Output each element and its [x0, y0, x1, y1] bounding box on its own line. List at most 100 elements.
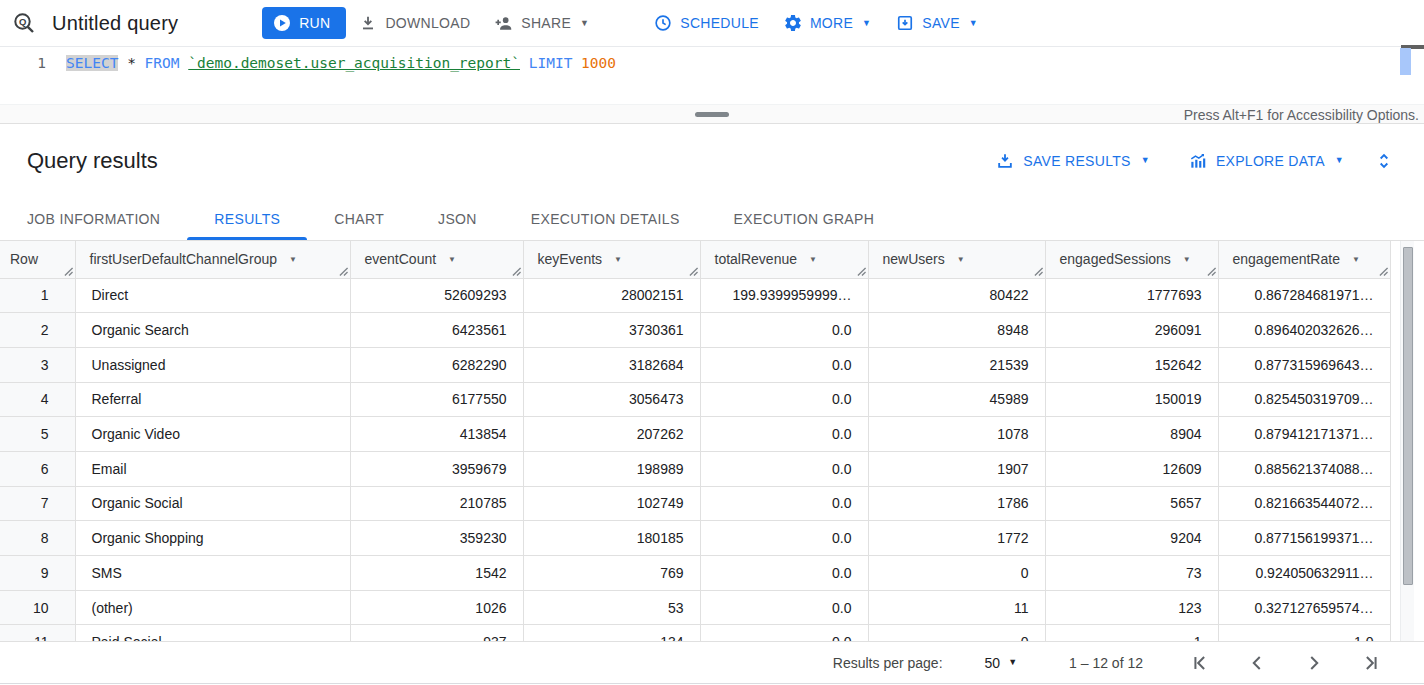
table-row: 10 (other) 1026 53 0.0 11 123 0.32712765…	[0, 590, 1390, 625]
save-results-button[interactable]: SAVE RESULTS ▼	[983, 143, 1162, 179]
sql-star: *	[127, 55, 136, 71]
tab-chart[interactable]: CHART	[307, 197, 411, 240]
column-header-engagedSessions[interactable]: engagedSessions▼	[1045, 241, 1218, 278]
save-button-label: SAVE	[922, 15, 960, 31]
row-number-cell: 3	[0, 347, 75, 382]
table-row: 9 SMS 1542 769 0.0 0 73 0.924050632911…	[0, 556, 1390, 591]
sql-editor[interactable]: 1 SELECT * FROM `demo.demoset.user_acqui…	[0, 47, 1424, 104]
column-header-eventCount[interactable]: eventCount▼	[350, 241, 523, 278]
key-events-cell: 3182684	[523, 347, 700, 382]
column-sort-icon[interactable]: ▼	[957, 255, 965, 264]
table-row: 11 Paid Social 937 134 0.0 0 1 1.0	[0, 625, 1390, 641]
column-resize-handle-icon[interactable]	[512, 267, 521, 276]
channel-group-cell: Organic Shopping	[75, 521, 350, 556]
engaged-sessions-cell: 9204	[1045, 521, 1218, 556]
row-number-cell: 1	[0, 278, 75, 313]
last-page-button[interactable]	[1358, 650, 1384, 676]
column-sort-icon[interactable]: ▼	[1352, 255, 1360, 264]
table-scrollbar-thumb[interactable]	[1403, 247, 1413, 585]
first-page-icon	[1189, 652, 1211, 674]
table-vertical-scrollbar[interactable]	[1400, 241, 1414, 641]
total-revenue-cell: 0.0	[700, 451, 868, 486]
more-button[interactable]: MORE ▼	[771, 5, 883, 41]
column-header-totalRevenue[interactable]: totalRevenue▼	[700, 241, 868, 278]
column-resize-handle-icon[interactable]	[64, 267, 73, 276]
column-header-firstUserDefaultChannelGroup[interactable]: firstUserDefaultChannelGroup▼	[75, 241, 350, 278]
query-title[interactable]: Untitled query	[52, 12, 178, 35]
pagination-controls	[1187, 650, 1384, 676]
column-resize-handle-icon[interactable]	[1207, 267, 1216, 276]
event-count-cell: 1026	[350, 590, 523, 625]
new-users-cell: 0	[868, 625, 1045, 641]
tab-execution-details[interactable]: EXECUTION DETAILS	[504, 197, 707, 240]
share-button[interactable]: SHARE ▼	[482, 5, 601, 41]
total-revenue-cell: 0.0	[700, 590, 868, 625]
engaged-sessions-cell: 1	[1045, 625, 1218, 641]
column-resize-handle-icon[interactable]	[339, 267, 348, 276]
new-users-cell: 8948	[868, 313, 1045, 348]
channel-group-cell: Email	[75, 451, 350, 486]
share-button-label: SHARE	[521, 15, 571, 31]
row-number-cell: 2	[0, 313, 75, 348]
download-tray-icon	[995, 151, 1015, 171]
tab-results[interactable]: RESULTS	[187, 197, 307, 240]
engagement-rate-cell: 0.867284681971…	[1218, 278, 1390, 313]
sql-keyword-select: SELECT	[66, 55, 118, 71]
chart-trend-icon	[1188, 151, 1208, 171]
column-resize-handle-icon[interactable]	[1034, 267, 1043, 276]
first-page-button[interactable]	[1187, 650, 1213, 676]
results-table-body: 1 Direct 52609293 28002151 199.939995999…	[0, 278, 1390, 641]
column-header-keyEvents[interactable]: keyEvents▼	[523, 241, 700, 278]
sql-code-line[interactable]: SELECT * FROM `demo.demoset.user_acquisi…	[46, 47, 616, 104]
column-sort-icon[interactable]: ▼	[614, 255, 622, 264]
column-label: Row	[10, 251, 38, 267]
new-users-cell: 1786	[868, 486, 1045, 521]
save-button[interactable]: SAVE ▼	[883, 5, 990, 41]
column-header-engagementRate[interactable]: engagementRate▼	[1218, 241, 1390, 278]
page-size-select[interactable]: 50 ▼	[985, 655, 1018, 671]
expand-results-button[interactable]	[1370, 147, 1398, 175]
splitter-drag-handle[interactable]	[695, 112, 729, 117]
column-resize-handle-icon[interactable]	[857, 267, 866, 276]
column-resize-handle-icon[interactable]	[689, 267, 698, 276]
tab-job-information[interactable]: JOB INFORMATION	[0, 197, 187, 240]
new-users-cell: 1907	[868, 451, 1045, 486]
total-revenue-cell: 0.0	[700, 417, 868, 452]
event-count-cell: 6282290	[350, 347, 523, 382]
schedule-button[interactable]: SCHEDULE	[641, 5, 771, 41]
results-pagination-bar: Results per page: 50 ▼ 1 – 12 of 12	[0, 641, 1424, 683]
previous-page-button[interactable]	[1244, 650, 1270, 676]
save-icon	[895, 13, 915, 33]
query-results-header: Query results SAVE RESULTS ▼	[0, 124, 1424, 197]
editor-scrollbar-thumb[interactable]	[1400, 48, 1411, 75]
table-row: 8 Organic Shopping 359230 180185 0.0 177…	[0, 521, 1390, 556]
total-revenue-cell: 0.0	[700, 521, 868, 556]
key-events-cell: 28002151	[523, 278, 700, 313]
column-sort-icon[interactable]: ▼	[809, 255, 817, 264]
total-revenue-cell: 0.0	[700, 486, 868, 521]
engaged-sessions-cell: 5657	[1045, 486, 1218, 521]
unfold-chevrons-icon	[1374, 151, 1394, 171]
sql-table-reference[interactable]: `demo.demoset.user_acquisition_report`	[188, 55, 520, 71]
row-number-cell: 10	[0, 590, 75, 625]
column-sort-icon[interactable]: ▼	[289, 255, 297, 264]
tab-json[interactable]: JSON	[411, 197, 504, 240]
arrow-drop-down-icon: ▼	[969, 19, 978, 28]
arrow-drop-down-icon: ▼	[1335, 156, 1344, 165]
column-header-row[interactable]: Row	[0, 241, 75, 278]
engagement-rate-cell: 0.877315969643…	[1218, 347, 1390, 382]
column-sort-icon[interactable]: ▼	[448, 255, 456, 264]
total-revenue-cell: 0.0	[700, 625, 868, 641]
download-button[interactable]: DOWNLOAD	[346, 5, 482, 41]
arrow-drop-down-icon: ▼	[1141, 156, 1150, 165]
explore-data-button[interactable]: EXPLORE DATA ▼	[1176, 143, 1356, 179]
next-page-button[interactable]	[1301, 650, 1327, 676]
tab-execution-graph[interactable]: EXECUTION GRAPH	[707, 197, 902, 240]
column-sort-icon[interactable]: ▼	[1183, 255, 1191, 264]
column-header-newUsers[interactable]: newUsers▼	[868, 241, 1045, 278]
channel-group-cell: (other)	[75, 590, 350, 625]
engaged-sessions-cell: 152642	[1045, 347, 1218, 382]
window-bottom-border	[0, 683, 1424, 684]
run-button[interactable]: RUN	[262, 7, 346, 39]
column-resize-handle-icon[interactable]	[1379, 267, 1388, 276]
